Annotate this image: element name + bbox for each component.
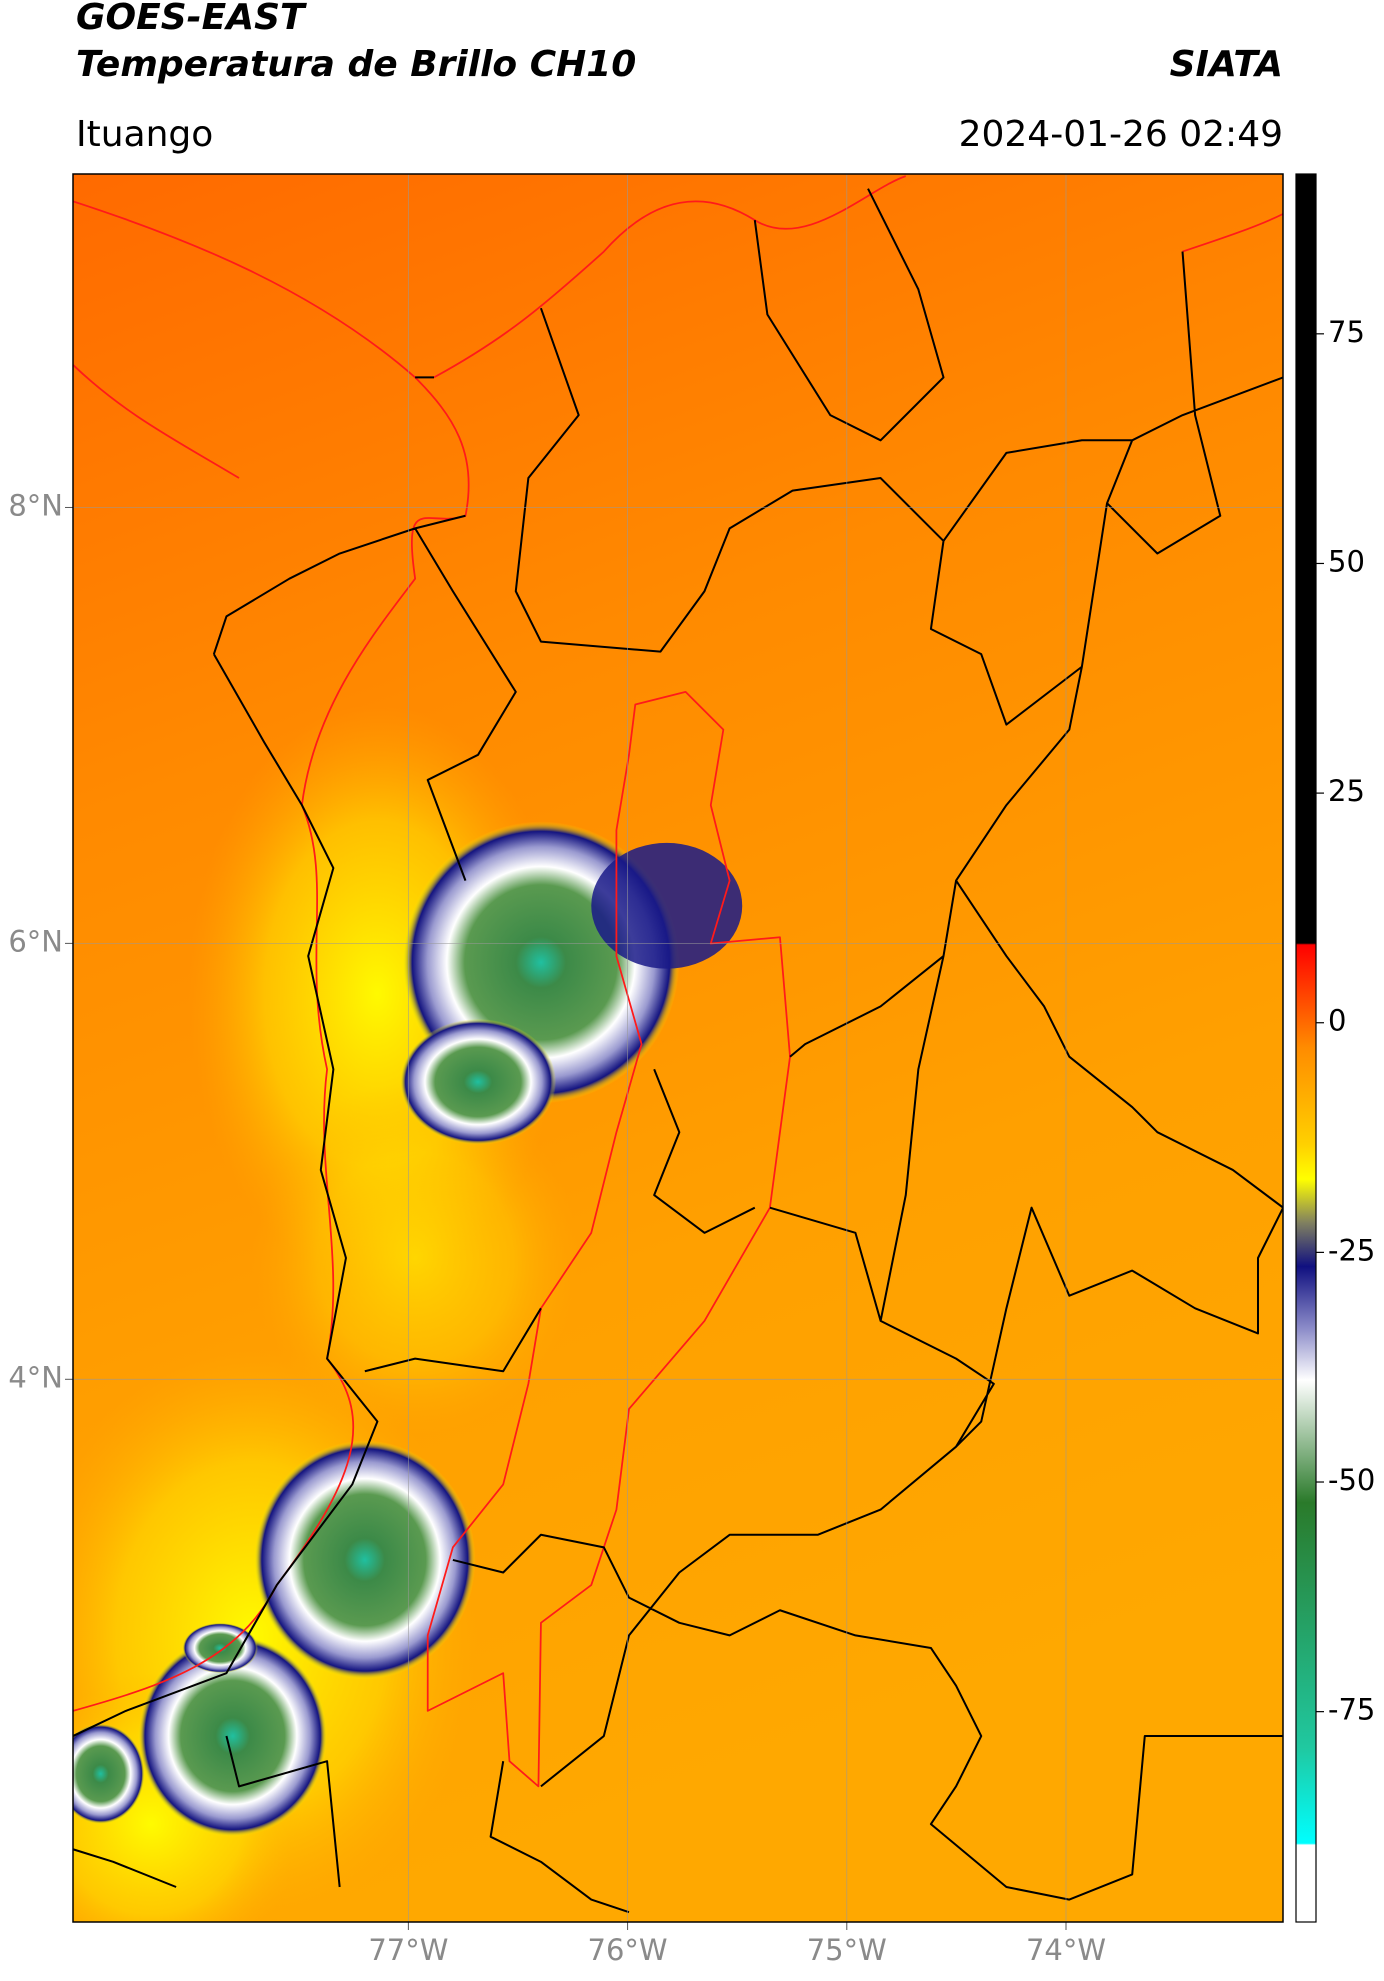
colorbar-tick-label: 0	[1328, 1004, 1346, 1038]
source: SIATA	[1170, 44, 1283, 85]
subtitle: Temperatura de Brillo CH10	[76, 44, 636, 85]
timestamp: 2024-01-26 02:49	[959, 114, 1283, 155]
x-tick-label: 74°W	[1026, 1933, 1106, 1967]
colorbar-tick-label: 25	[1328, 774, 1365, 808]
axes: 77°W 76°W 75°W 74°W 8°N 6°N 4°N 75 50 25 0 -25 -50 -7…	[8, 174, 1375, 1967]
map	[73, 174, 1283, 1922]
colorbar	[1295, 173, 1317, 1923]
region: Ituango	[76, 114, 213, 155]
x-tick-label: 76°W	[588, 1933, 668, 1967]
x-tick-label: 75°W	[807, 1933, 887, 1967]
title: GOES-EAST	[76, 0, 307, 38]
x-tick-label: 77°W	[368, 1933, 448, 1967]
colorbar-tick-label: -75	[1328, 1693, 1375, 1727]
y-tick-label: 4°N	[8, 1360, 63, 1394]
colorbar-tick-label: -50	[1328, 1463, 1375, 1497]
map-frame	[72, 173, 1284, 1923]
imagery	[73, 175, 1283, 1922]
colorbar-tick-label: 50	[1328, 544, 1365, 578]
y-tick-label: 6°N	[8, 924, 63, 958]
colorbar-tick-label: -25	[1328, 1233, 1375, 1267]
colorbar-tick-label: 75	[1328, 315, 1365, 349]
y-tick-label: 8°N	[8, 488, 63, 522]
